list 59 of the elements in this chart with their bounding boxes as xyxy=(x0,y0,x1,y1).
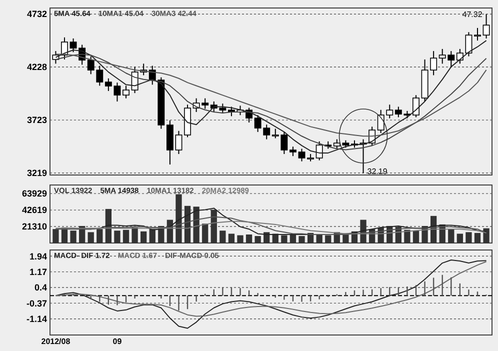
y-tick-label: 4732 xyxy=(26,9,47,20)
bar xyxy=(281,235,288,243)
bar xyxy=(149,229,156,243)
bar xyxy=(316,234,322,243)
bar xyxy=(140,231,147,243)
y-tick-label: 0.4 xyxy=(34,282,47,293)
y-tick-label: 63929 xyxy=(22,188,47,199)
bar xyxy=(325,235,332,243)
bar xyxy=(448,229,454,243)
bar xyxy=(210,210,217,243)
bar xyxy=(114,230,120,243)
y-tick-label: -0.37 xyxy=(26,298,47,308)
y-tick-label: 1.17 xyxy=(29,266,47,277)
bar xyxy=(264,232,270,243)
line-series xyxy=(55,259,487,329)
line-series xyxy=(55,261,487,317)
bar xyxy=(228,234,235,243)
bar xyxy=(246,234,252,243)
bar xyxy=(96,229,103,243)
y-tick-label: 3723 xyxy=(26,115,47,126)
y-tick-label: 21310 xyxy=(22,222,47,232)
y-tick-label: -1.14 xyxy=(26,314,47,324)
bar xyxy=(88,232,94,243)
y-tick-label: 4228 xyxy=(26,62,47,72)
bar xyxy=(52,229,59,243)
candlestick xyxy=(175,130,182,154)
x-tick-label: 09 xyxy=(112,337,122,346)
bar xyxy=(70,230,76,243)
candlestick xyxy=(298,148,306,162)
bar xyxy=(412,230,420,243)
candlestick xyxy=(474,27,481,42)
x-tick-label: 2012/08 xyxy=(41,337,71,346)
bar xyxy=(404,230,410,243)
candlestick xyxy=(333,138,340,150)
bar xyxy=(220,230,226,243)
bar xyxy=(122,230,130,243)
candlestick xyxy=(289,146,296,157)
bar xyxy=(466,232,472,243)
bar xyxy=(202,224,208,243)
candlestick xyxy=(412,94,420,118)
bar xyxy=(290,234,296,243)
annotation: 47.32 xyxy=(462,10,483,20)
line-series xyxy=(55,220,487,234)
bar xyxy=(254,236,261,243)
bar xyxy=(193,206,200,243)
y-tick-label: 3219 xyxy=(26,168,47,178)
bar xyxy=(132,228,138,243)
candlestick xyxy=(122,85,130,99)
bar xyxy=(360,220,366,243)
bar xyxy=(176,194,182,243)
bar xyxy=(474,232,481,243)
annotation: 32.19 xyxy=(367,167,388,176)
y-tick-label: 42619 xyxy=(22,205,47,216)
y-tick-label: 1.94 xyxy=(29,251,47,262)
bar xyxy=(483,228,490,243)
bar xyxy=(237,235,244,243)
bar xyxy=(298,236,305,243)
bar xyxy=(456,234,463,243)
candlestick xyxy=(482,14,490,39)
